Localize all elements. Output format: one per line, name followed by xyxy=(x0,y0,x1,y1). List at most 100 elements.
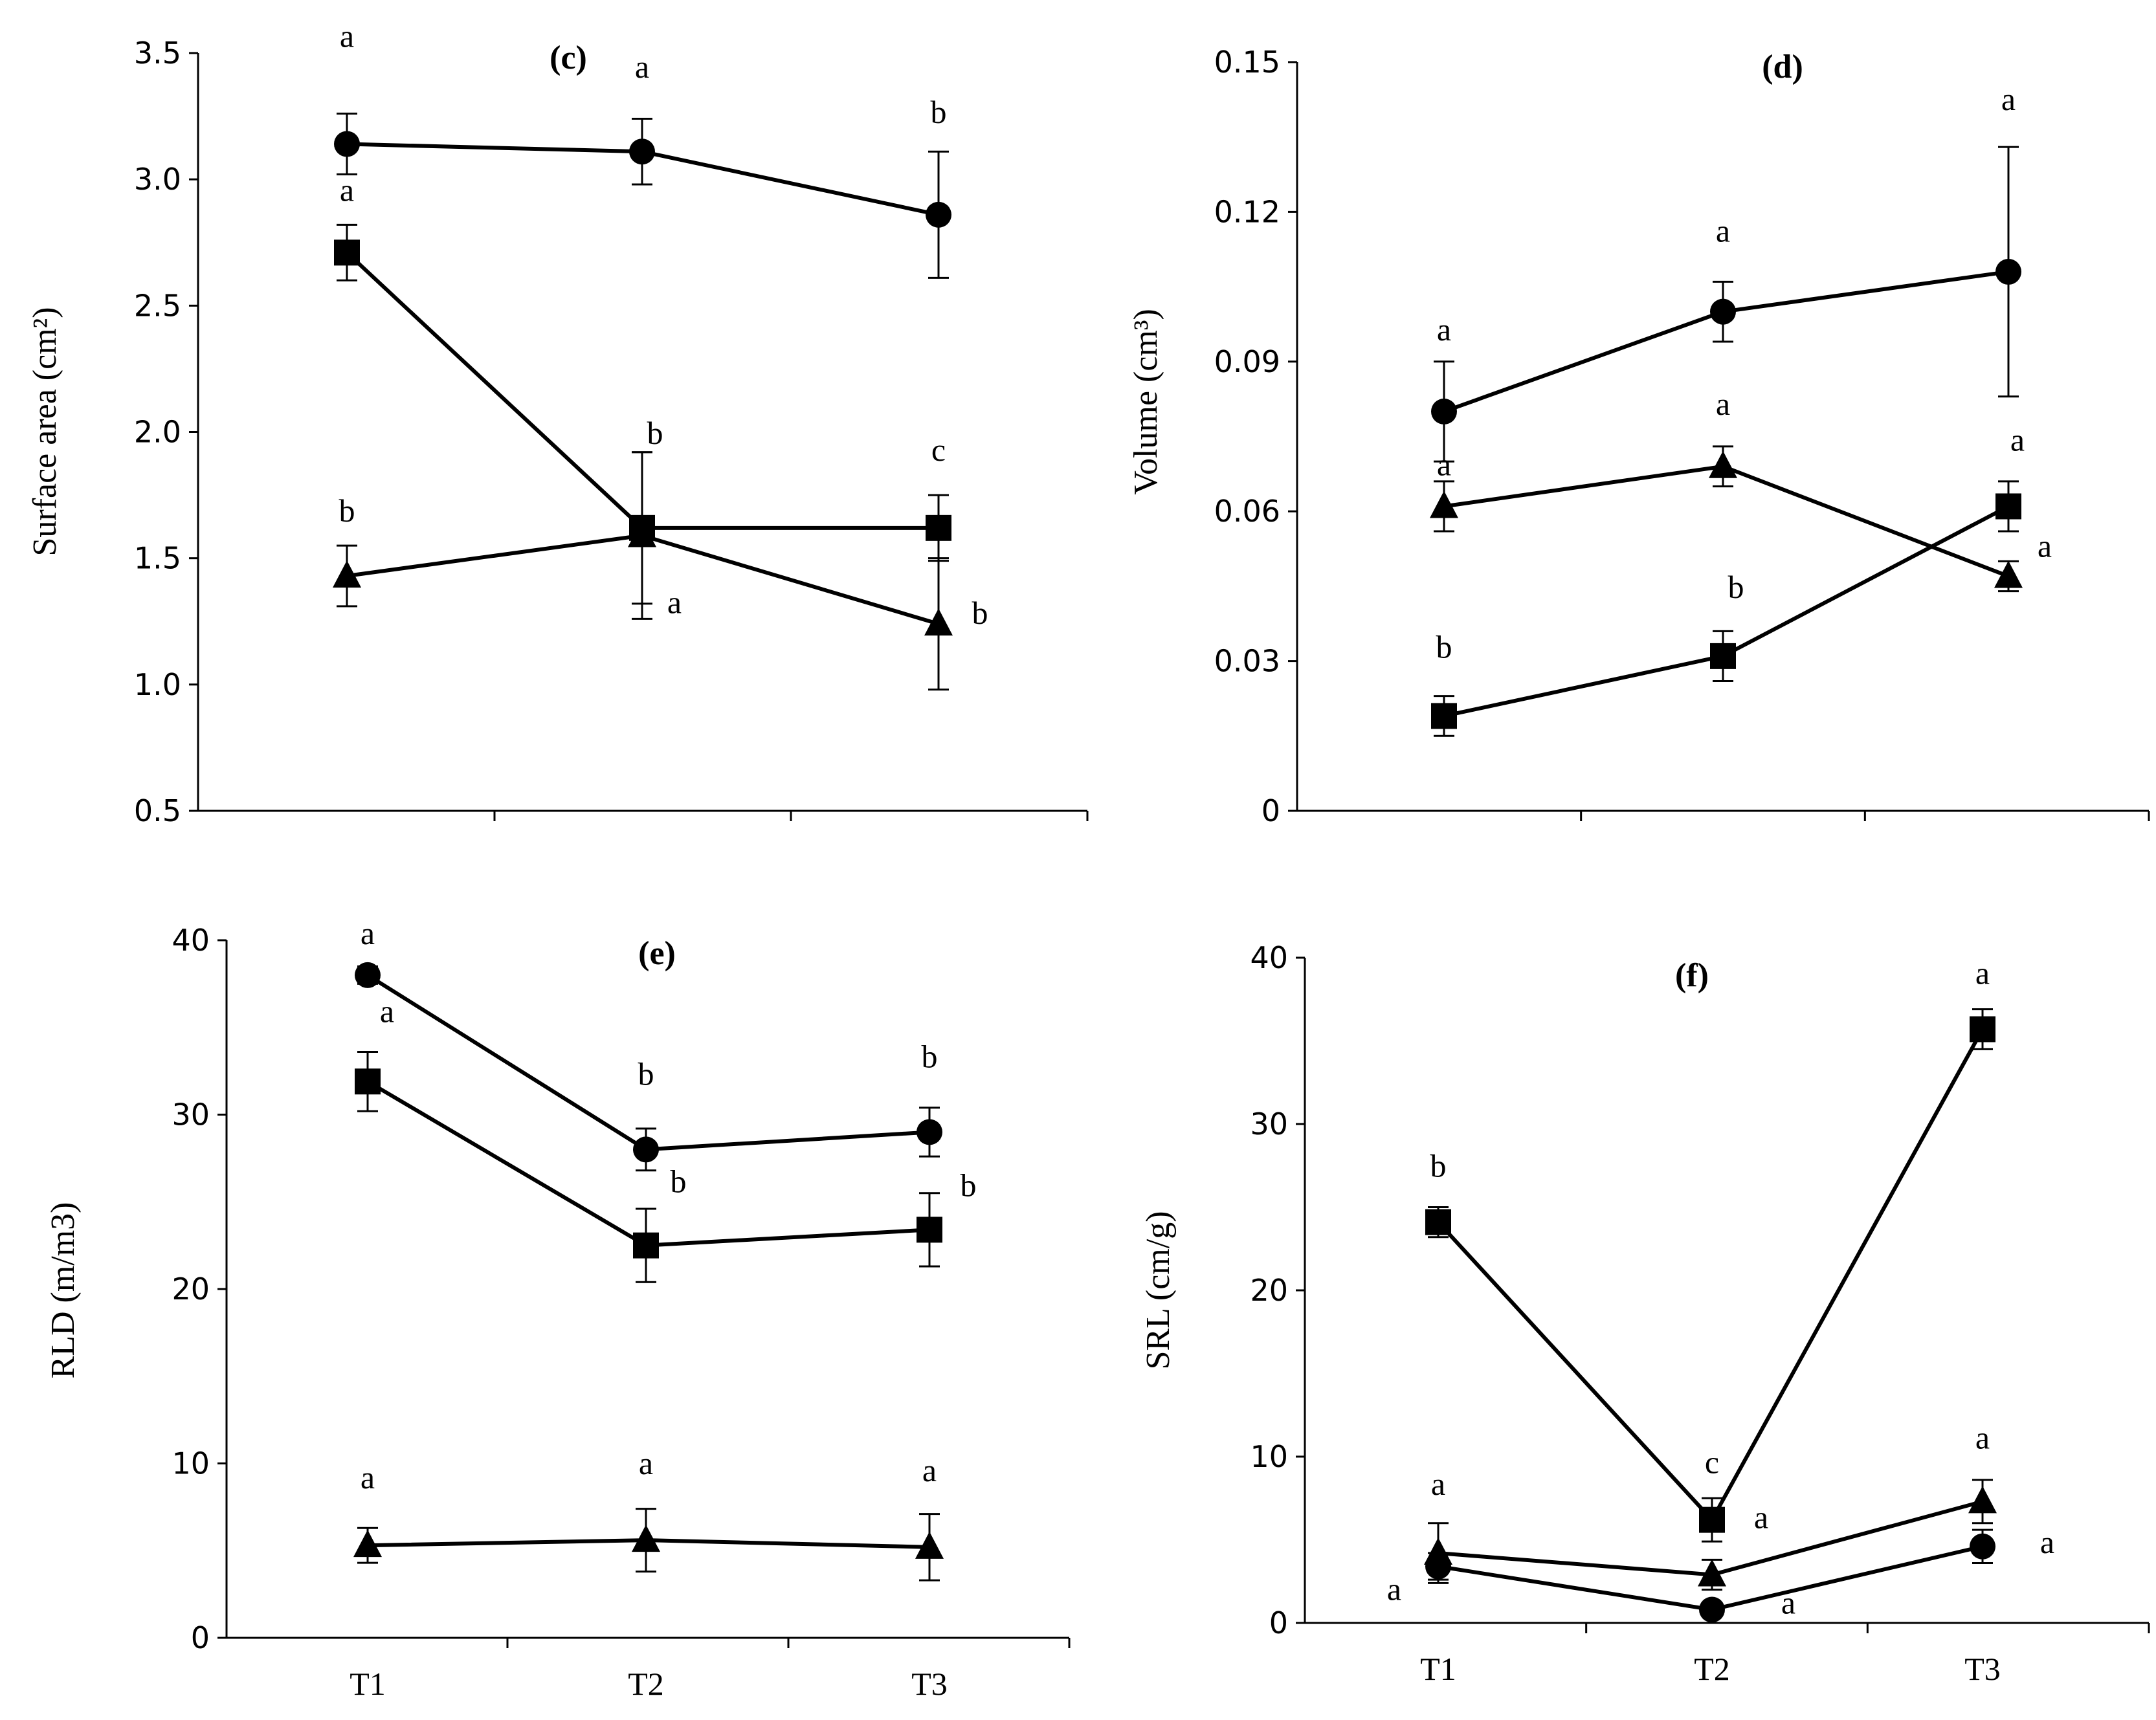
significance-letter: a xyxy=(1437,446,1451,482)
y-tick-label: 0.06 xyxy=(1214,494,1280,529)
data-point-triangle xyxy=(632,1525,660,1552)
data-point-circle xyxy=(1710,298,1736,325)
y-tick-label: 0.03 xyxy=(1214,644,1280,679)
significance-letter: a xyxy=(1975,955,1990,991)
significance-letter: c xyxy=(931,432,946,468)
significance-letter: a xyxy=(1716,213,1730,249)
panel-f-title: (f) xyxy=(1675,957,1709,994)
y-tick-label: 1.5 xyxy=(134,541,181,576)
significance-letter: a xyxy=(1437,311,1451,347)
significance-letter: a xyxy=(2040,1524,2054,1560)
x-category-label: T3 xyxy=(911,1666,948,1702)
data-point-square xyxy=(1995,493,2021,520)
data-point-circle xyxy=(1970,1533,1995,1560)
y-tick-label: 40 xyxy=(1250,940,1288,975)
significance-letter: b xyxy=(961,1167,977,1203)
significance-letter: b xyxy=(1436,628,1452,665)
significance-letter: b xyxy=(638,1055,654,1092)
x-category-label: T2 xyxy=(1694,1651,1730,1687)
panel-d-title: (d) xyxy=(1762,49,1803,85)
y-tick-label: 3.0 xyxy=(134,162,181,197)
data-point-triangle xyxy=(1994,560,2023,588)
data-point-circle xyxy=(1431,398,1457,424)
significance-letter: b xyxy=(922,1038,938,1074)
significance-letter: a xyxy=(922,1452,937,1488)
significance-letter: a xyxy=(361,915,375,951)
data-point-square xyxy=(633,1232,659,1259)
data-point-triangle xyxy=(924,608,953,636)
y-tick-label: 40 xyxy=(172,923,210,958)
y-axis-title: RLD (m/m3) xyxy=(45,1202,82,1379)
significance-letter: a xyxy=(1716,386,1730,422)
y-tick-label: 10 xyxy=(172,1446,210,1481)
panel-e-rld: (e) 0 10 20 30 40 T1 T2 T3 RLD (m/m3) a b b a b b a a a xyxy=(45,915,1071,1702)
data-point-triangle xyxy=(353,1530,382,1558)
significance-letter: a xyxy=(1431,1466,1445,1502)
data-point-circle xyxy=(1699,1596,1725,1623)
y-tick-label: 30 xyxy=(172,1097,210,1132)
x-category-label: T3 xyxy=(1964,1651,2001,1687)
y-tick-label: 0.09 xyxy=(1214,344,1280,379)
significance-letter: a xyxy=(340,18,354,54)
y-tick-label: 20 xyxy=(1250,1273,1288,1308)
data-point-circle xyxy=(633,1136,659,1163)
significance-letter: a xyxy=(1781,1584,1795,1620)
data-point-circle xyxy=(334,131,360,157)
significance-letter: a xyxy=(635,49,649,85)
y-tick-label: 2.5 xyxy=(134,288,181,323)
significance-letter: c xyxy=(1705,1444,1719,1481)
data-point-circle xyxy=(355,962,381,988)
significance-letter: a xyxy=(2001,81,2016,117)
y-tick-label: 0.5 xyxy=(134,793,181,828)
data-point-circle xyxy=(1995,258,2021,285)
y-tick-label: 20 xyxy=(172,1272,210,1307)
x-category-label: T2 xyxy=(628,1666,664,1702)
y-axis-title: SRL (cm/g) xyxy=(1140,1211,1177,1369)
significance-letter: a xyxy=(2010,421,2025,458)
significance-letter: b xyxy=(339,492,355,529)
panel-c-surface-area: (c) 0.5 1.0 1.5 2.0 2.5 3.0 3.5 Surface area (c… xyxy=(27,18,1089,828)
data-point-square xyxy=(1425,1209,1451,1235)
data-point-triangle xyxy=(628,520,656,547)
y-tick-label: 0 xyxy=(1269,1605,1288,1640)
y-tick-label: 2.0 xyxy=(134,415,181,450)
significance-letter: a xyxy=(361,1459,375,1495)
significance-letter: a xyxy=(380,993,394,1029)
y-axis-title: Volume (cm³) xyxy=(1128,309,1164,495)
data-point-circle xyxy=(926,201,951,228)
data-point-square xyxy=(334,239,360,266)
data-point-circle xyxy=(629,138,655,165)
significance-letter: b xyxy=(671,1163,687,1200)
y-tick-label: 0 xyxy=(1261,793,1280,828)
data-point-triangle xyxy=(1430,491,1458,518)
data-point-circle xyxy=(1425,1553,1451,1580)
data-point-triangle xyxy=(1698,1559,1726,1587)
significance-letter: a xyxy=(1754,1499,1768,1535)
y-tick-label: 30 xyxy=(1250,1107,1288,1141)
series-square-line xyxy=(1443,504,2010,718)
significance-letter: a xyxy=(639,1445,653,1481)
x-category-label: T1 xyxy=(350,1666,386,1702)
significance-letter: a xyxy=(2038,527,2052,564)
significance-letter: a xyxy=(1975,1419,1990,1455)
data-point-square xyxy=(1970,1016,1995,1042)
data-point-square xyxy=(1431,703,1457,729)
significance-letter: b xyxy=(647,415,663,451)
y-tick-label: 10 xyxy=(1250,1439,1288,1474)
data-point-triangle xyxy=(915,1531,944,1559)
significance-letter: b xyxy=(972,595,988,631)
significance-letter: b xyxy=(1430,1148,1447,1184)
data-point-triangle xyxy=(1968,1486,1997,1514)
panel-e-title: (e) xyxy=(638,935,676,972)
y-tick-label: 3.5 xyxy=(134,36,181,71)
x-category-label: T1 xyxy=(1420,1651,1456,1687)
data-point-square xyxy=(926,514,951,541)
panel-d-volume: (d) 0 0.03 0.06 0.09 0.12 0.15 Volume (cm³) a a a… xyxy=(1128,45,2150,828)
data-point-circle xyxy=(917,1119,942,1145)
y-tick-label: 0.12 xyxy=(1214,194,1280,229)
y-tick-label: 0.15 xyxy=(1214,45,1280,80)
data-point-square xyxy=(1710,643,1736,669)
data-point-triangle xyxy=(333,560,361,588)
